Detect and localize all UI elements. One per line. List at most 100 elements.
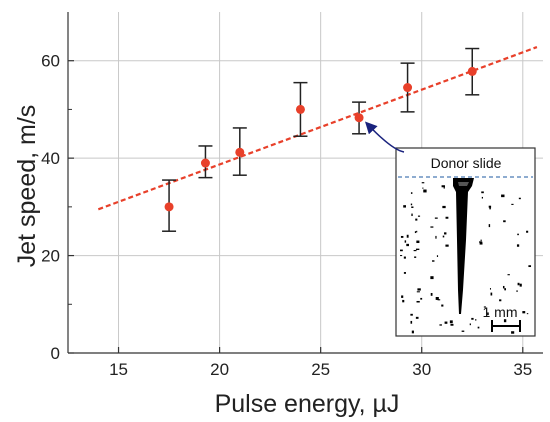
data-point (295, 104, 305, 114)
y-tick-label: 20 (41, 247, 60, 266)
inset-speck (415, 248, 420, 251)
inset-speck (477, 326, 480, 329)
inset-speck (480, 239, 482, 241)
inset-speck (487, 312, 489, 316)
inset-speck (401, 295, 404, 298)
inset-speck (507, 274, 510, 276)
inset-speck (406, 234, 409, 238)
inset-speck (434, 217, 438, 219)
inset-speck (413, 250, 417, 252)
inset-speck (461, 330, 465, 332)
x-tick-label: 25 (311, 360, 330, 379)
data-point (164, 202, 174, 212)
inset-speck (519, 283, 522, 287)
inset-speck (526, 313, 529, 315)
inset-speck (411, 213, 413, 217)
inset-speck (411, 206, 414, 208)
data-points (164, 66, 477, 212)
inset-speck (504, 288, 506, 291)
inset-title: Donor slide (431, 155, 502, 171)
inset-arrow (364, 121, 405, 153)
inset-speck (522, 311, 526, 314)
inset-speck (416, 291, 420, 293)
y-axis-label: Jet speed, m/s (13, 105, 41, 268)
inset-speck (471, 317, 474, 320)
inset-speck (517, 282, 520, 286)
y-tick-label: 40 (41, 149, 60, 168)
inset-speck (402, 299, 405, 303)
inset-speck (403, 272, 406, 274)
inset-speck (469, 323, 471, 326)
inset-speck (410, 313, 413, 316)
inset-speck (489, 288, 492, 290)
inset-speck (417, 215, 421, 217)
fit-line (97, 46, 538, 211)
axes (67, 12, 543, 354)
inset-speck (511, 203, 514, 205)
inset-speck (430, 276, 434, 280)
inset-speck (400, 235, 404, 238)
x-tick-label: 35 (513, 360, 532, 379)
inset-speck (488, 224, 491, 228)
data-point (403, 83, 413, 93)
inset-specks (400, 182, 532, 334)
inset-speck (404, 240, 407, 243)
inset-speck (414, 231, 417, 234)
inset-speck (489, 207, 491, 210)
inset-speck (439, 324, 442, 326)
inset-speck (441, 304, 444, 307)
inset-speck (430, 226, 434, 228)
inset-speck (416, 230, 418, 233)
inset-speck (436, 255, 439, 257)
inset-speck (411, 330, 414, 334)
inset-speck (416, 240, 420, 244)
jet-highlight (458, 182, 469, 186)
inset-speck (437, 299, 441, 301)
x-axis-label: Pulse energy, µJ (215, 390, 400, 418)
inset-speck (416, 300, 420, 303)
x-tick-label: 30 (412, 360, 431, 379)
inset-speck (442, 205, 446, 209)
inset-speck (511, 331, 515, 334)
inset-speck (526, 230, 529, 233)
inset-speck (449, 320, 453, 324)
inset-image: Donor slide 1 mm (395, 147, 536, 337)
data-point (235, 147, 245, 157)
fit-line-group (97, 46, 538, 211)
inset-speck (503, 319, 507, 323)
inset-speck (432, 260, 435, 262)
inset-speck (475, 319, 477, 321)
inset-speck (481, 196, 484, 199)
inset-speck (421, 182, 425, 184)
inset-speck (503, 220, 506, 223)
jet-shape (453, 178, 474, 314)
inset-speck (516, 244, 520, 247)
inset-speck (414, 256, 417, 258)
inset-speck (479, 242, 483, 245)
scale-bar-label: 1 mm (483, 304, 518, 320)
inset-speck (488, 205, 492, 208)
inset-speck (403, 256, 406, 259)
x-tick-label: 20 (210, 360, 229, 379)
inset-speck (406, 243, 409, 247)
inset-speck (415, 218, 418, 221)
inset-speck (445, 244, 449, 247)
inset-speck (410, 192, 413, 194)
inset-speck (420, 297, 423, 300)
x-tick-label: 15 (109, 360, 128, 379)
inset-speck (422, 187, 424, 189)
inset-speck (483, 306, 486, 308)
inset-speck (444, 321, 448, 324)
inset-speck (423, 189, 427, 193)
y-tick-label: 60 (41, 52, 60, 71)
inset-speck (435, 235, 437, 239)
y-tick-label: 0 (51, 344, 60, 363)
inset-speck (441, 185, 445, 188)
data-point (354, 113, 364, 123)
inset-speck (435, 296, 439, 300)
data-point (467, 66, 477, 76)
inset-speck (400, 249, 403, 252)
inset-speck (410, 320, 413, 324)
inset-speck (516, 290, 518, 293)
